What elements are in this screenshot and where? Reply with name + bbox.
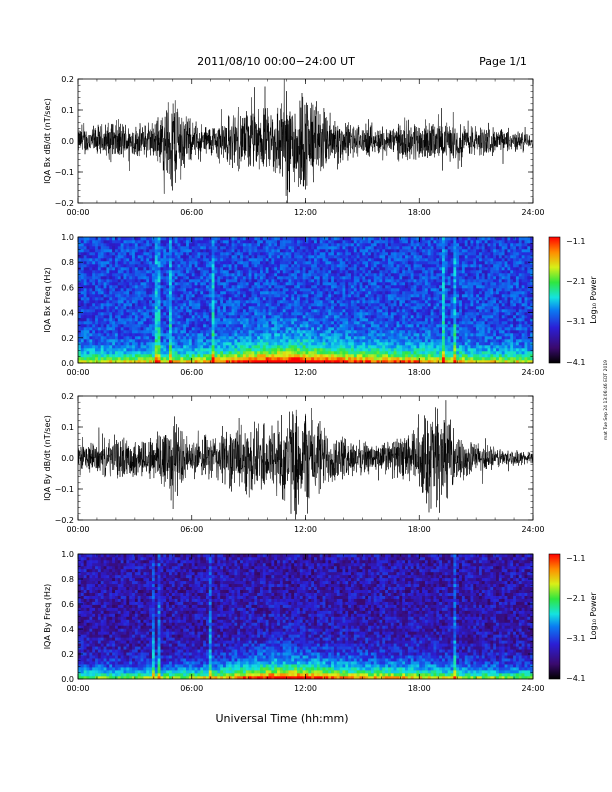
bx-spectrogram-ytick-label: 1.0 xyxy=(61,233,74,242)
by-spectrogram-xtick-label: 06:00 xyxy=(180,684,203,693)
by-spectrogram-ytick-label: 0.2 xyxy=(61,650,74,659)
bx-dbdt-xtick-label: 24:00 xyxy=(521,208,544,217)
colorbar-top: −1.1 −2.1 −3.1 −4.1 Log₁₀ Power xyxy=(548,236,598,367)
bx-spectrogram-xtick-label: 06:00 xyxy=(180,368,203,377)
bx-spectrogram-xtick-label: 00:00 xyxy=(66,368,89,377)
colorbar-bottom-scale xyxy=(548,553,561,680)
bx-dbdt-ylabel: IQA Bx dB/dt (nT/sec) xyxy=(43,98,52,184)
bx-spectrogram-ylabel: IQA Bx Freq (Hz) xyxy=(43,267,52,333)
bx-spectrogram-ytick-label: 0.4 xyxy=(61,309,74,318)
by-spectrogram-ytick-label: 1.0 xyxy=(61,550,74,559)
bx-dbdt-ytick-label: 0.0 xyxy=(61,137,74,146)
by-dbdt-ytick-label: −0.2 xyxy=(55,516,74,525)
by-dbdt-ytick-label: 0.1 xyxy=(61,423,74,432)
bx-dbdt-xtick-label: 12:00 xyxy=(294,208,317,217)
bx-spectrogram-xtick-label: 24:00 xyxy=(521,368,544,377)
bx-dbdt-ytick-label: −0.2 xyxy=(55,199,74,208)
by-spectrogram-cells xyxy=(78,554,534,680)
by-spectrogram-ylabel: IQA By Freq (Hz) xyxy=(43,584,52,650)
bx-spectrogram-panel: 1.0 0.8 0.6 0.4 0.2 0.000:00 06:00 12:00 18:00 24… xyxy=(43,233,545,377)
by-dbdt-ylabel: IQA By dB/dt (nT/sec) xyxy=(43,415,52,501)
bx-dbdt-ytick-label: −0.1 xyxy=(55,168,74,177)
colorbar-top-tick-2: −2.1 xyxy=(566,277,585,286)
bx-dbdt-xtick-label: 00:00 xyxy=(66,208,89,217)
by-dbdt-ytick-label: −0.1 xyxy=(55,485,74,494)
bx-spectrogram-xtick-label: 12:00 xyxy=(294,368,317,377)
by-dbdt-trace xyxy=(78,400,533,520)
colorbar-bottom: −1.1 −2.1 −3.1 −4.1 Log₁₀ Power xyxy=(548,553,598,683)
plot-title: 2011/08/10 00:00−24:00 UT xyxy=(197,55,355,68)
colorbar-bottom-tick-max: −1.1 xyxy=(566,554,585,563)
colorbar-top-tick-min: −4.1 xyxy=(566,358,585,367)
panels-group: 0.20.10.0−0.1−0.200:00 06:00 12:00 18:00 24:… xyxy=(43,75,545,693)
bx-spectrogram-xtick-label: 18:00 xyxy=(408,368,431,377)
bx-spectrogram-ytick-label: 0.8 xyxy=(61,258,74,267)
colorbar-bottom-label: Log₁₀ Power xyxy=(589,592,598,640)
by-spectrogram-ytick-label: 0.8 xyxy=(61,575,74,584)
by-dbdt-ytick-label: 0.2 xyxy=(61,392,74,401)
bx-dbdt-ytick-label: 0.1 xyxy=(61,106,74,115)
colorbar-top-tick-3: −3.1 xyxy=(566,317,585,326)
page-indicator: Page 1/1 xyxy=(479,55,527,68)
colorbar-top-tick-max: −1.1 xyxy=(566,237,585,246)
by-dbdt-xtick-label: 24:00 xyxy=(521,525,544,534)
by-spectrogram-ytick-label: 0.0 xyxy=(61,675,74,684)
by-dbdt-xtick-label: 18:00 xyxy=(408,525,431,534)
bx-dbdt-panel: 0.2 0.1 0.0 −0.1 −0.200:00 06:00 12:00 18:00 24:… xyxy=(43,75,545,217)
by-dbdt-ytick-label: 0.0 xyxy=(61,454,74,463)
bx-dbdt-ytick-label: 0.2 xyxy=(61,75,74,84)
bx-spectrogram-cells xyxy=(78,237,534,364)
bx-spectrogram-ytick-label: 0.6 xyxy=(61,283,74,292)
bx-dbdt-xtick-label: 06:00 xyxy=(180,208,203,217)
by-dbdt-panel: 0.2 0.1 0.0 −0.1 −0.200:00 06:00 12:00 18:00 24:… xyxy=(43,392,545,534)
by-spectrogram-xtick-label: 12:00 xyxy=(294,684,317,693)
generation-stamp: mat Tue Sep 24 13:06:46 EDT 2019 xyxy=(603,360,609,440)
x-axis-label: Universal Time (hh:mm) xyxy=(216,712,349,725)
by-spectrogram-ytick-label: 0.6 xyxy=(61,600,74,609)
by-dbdt-xtick-label: 00:00 xyxy=(66,525,89,534)
bx-dbdt-xtick-label: 18:00 xyxy=(408,208,431,217)
colorbar-top-scale xyxy=(548,236,561,364)
by-spectrogram-ytick-label: 0.4 xyxy=(61,625,74,634)
colorbar-top-label: Log₁₀ Power xyxy=(589,276,598,324)
by-spectrogram-panel: 1.0 0.8 0.6 0.4 0.2 0.000:00 06:00 12:00 18:00 24… xyxy=(43,550,545,693)
by-spectrogram-xtick-label: 24:00 xyxy=(521,684,544,693)
bx-spectrogram-ytick-label: 0.0 xyxy=(61,359,74,368)
by-dbdt-xtick-label: 06:00 xyxy=(180,525,203,534)
by-spectrogram-xtick-label: 18:00 xyxy=(408,684,431,693)
by-spectrogram-xtick-label: 00:00 xyxy=(66,684,89,693)
by-dbdt-xtick-label: 12:00 xyxy=(294,525,317,534)
colorbar-bottom-tick-3: −3.1 xyxy=(566,634,585,643)
colorbar-bottom-tick-2: −2.1 xyxy=(566,594,585,603)
colorbar-bottom-tick-min: −4.1 xyxy=(566,674,585,683)
bx-dbdt-trace xyxy=(78,79,533,203)
bx-spectrogram-ytick-label: 0.2 xyxy=(61,334,74,343)
